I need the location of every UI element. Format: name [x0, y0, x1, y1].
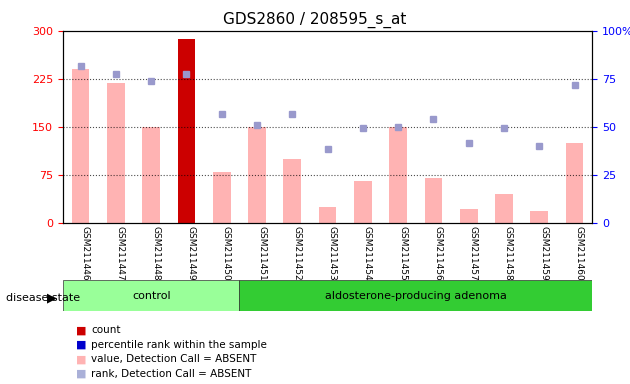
Bar [142, 127, 160, 223]
Text: aldosterone-producing adenoma: aldosterone-producing adenoma [325, 291, 507, 301]
Bar [495, 194, 513, 223]
Text: GSM211449: GSM211449 [186, 225, 195, 280]
Text: ■: ■ [76, 340, 86, 350]
Text: ■: ■ [76, 325, 86, 335]
Text: GSM211447: GSM211447 [116, 225, 125, 280]
Text: GSM211450: GSM211450 [222, 225, 231, 280]
Text: rank, Detection Call = ABSENT: rank, Detection Call = ABSENT [91, 369, 252, 379]
Text: control: control [132, 291, 171, 301]
Bar [425, 178, 442, 223]
Text: count: count [91, 325, 121, 335]
Text: GSM211458: GSM211458 [504, 225, 513, 280]
Bar [354, 181, 372, 223]
Text: ■: ■ [76, 354, 86, 364]
Text: GSM211457: GSM211457 [469, 225, 478, 280]
Text: value, Detection Call = ABSENT: value, Detection Call = ABSENT [91, 354, 257, 364]
FancyBboxPatch shape [239, 280, 592, 311]
Text: percentile rank within the sample: percentile rank within the sample [91, 340, 267, 350]
Bar [107, 83, 125, 223]
Text: GDS2860 / 208595_s_at: GDS2860 / 208595_s_at [223, 12, 407, 28]
Text: GSM211448: GSM211448 [151, 225, 160, 280]
Text: GSM211453: GSM211453 [328, 225, 336, 280]
Text: GSM211459: GSM211459 [539, 225, 548, 280]
Bar [72, 69, 89, 223]
Bar [248, 127, 266, 223]
Bar [319, 207, 336, 223]
Bar [530, 211, 548, 223]
Text: GSM211456: GSM211456 [433, 225, 442, 280]
Bar [284, 159, 301, 223]
Text: GSM211446: GSM211446 [81, 225, 89, 280]
Bar [213, 172, 231, 223]
Bar [566, 143, 583, 223]
Text: GSM211455: GSM211455 [398, 225, 407, 280]
Text: GSM211451: GSM211451 [257, 225, 266, 280]
Text: ■: ■ [76, 369, 86, 379]
Text: GSM211452: GSM211452 [292, 225, 301, 280]
Text: disease state: disease state [6, 293, 81, 303]
Bar [460, 209, 478, 223]
FancyBboxPatch shape [63, 280, 239, 311]
Text: GSM211460: GSM211460 [575, 225, 583, 280]
Bar [389, 127, 407, 223]
Bar [178, 39, 195, 223]
Text: ▶: ▶ [47, 291, 57, 304]
Text: GSM211454: GSM211454 [363, 225, 372, 280]
